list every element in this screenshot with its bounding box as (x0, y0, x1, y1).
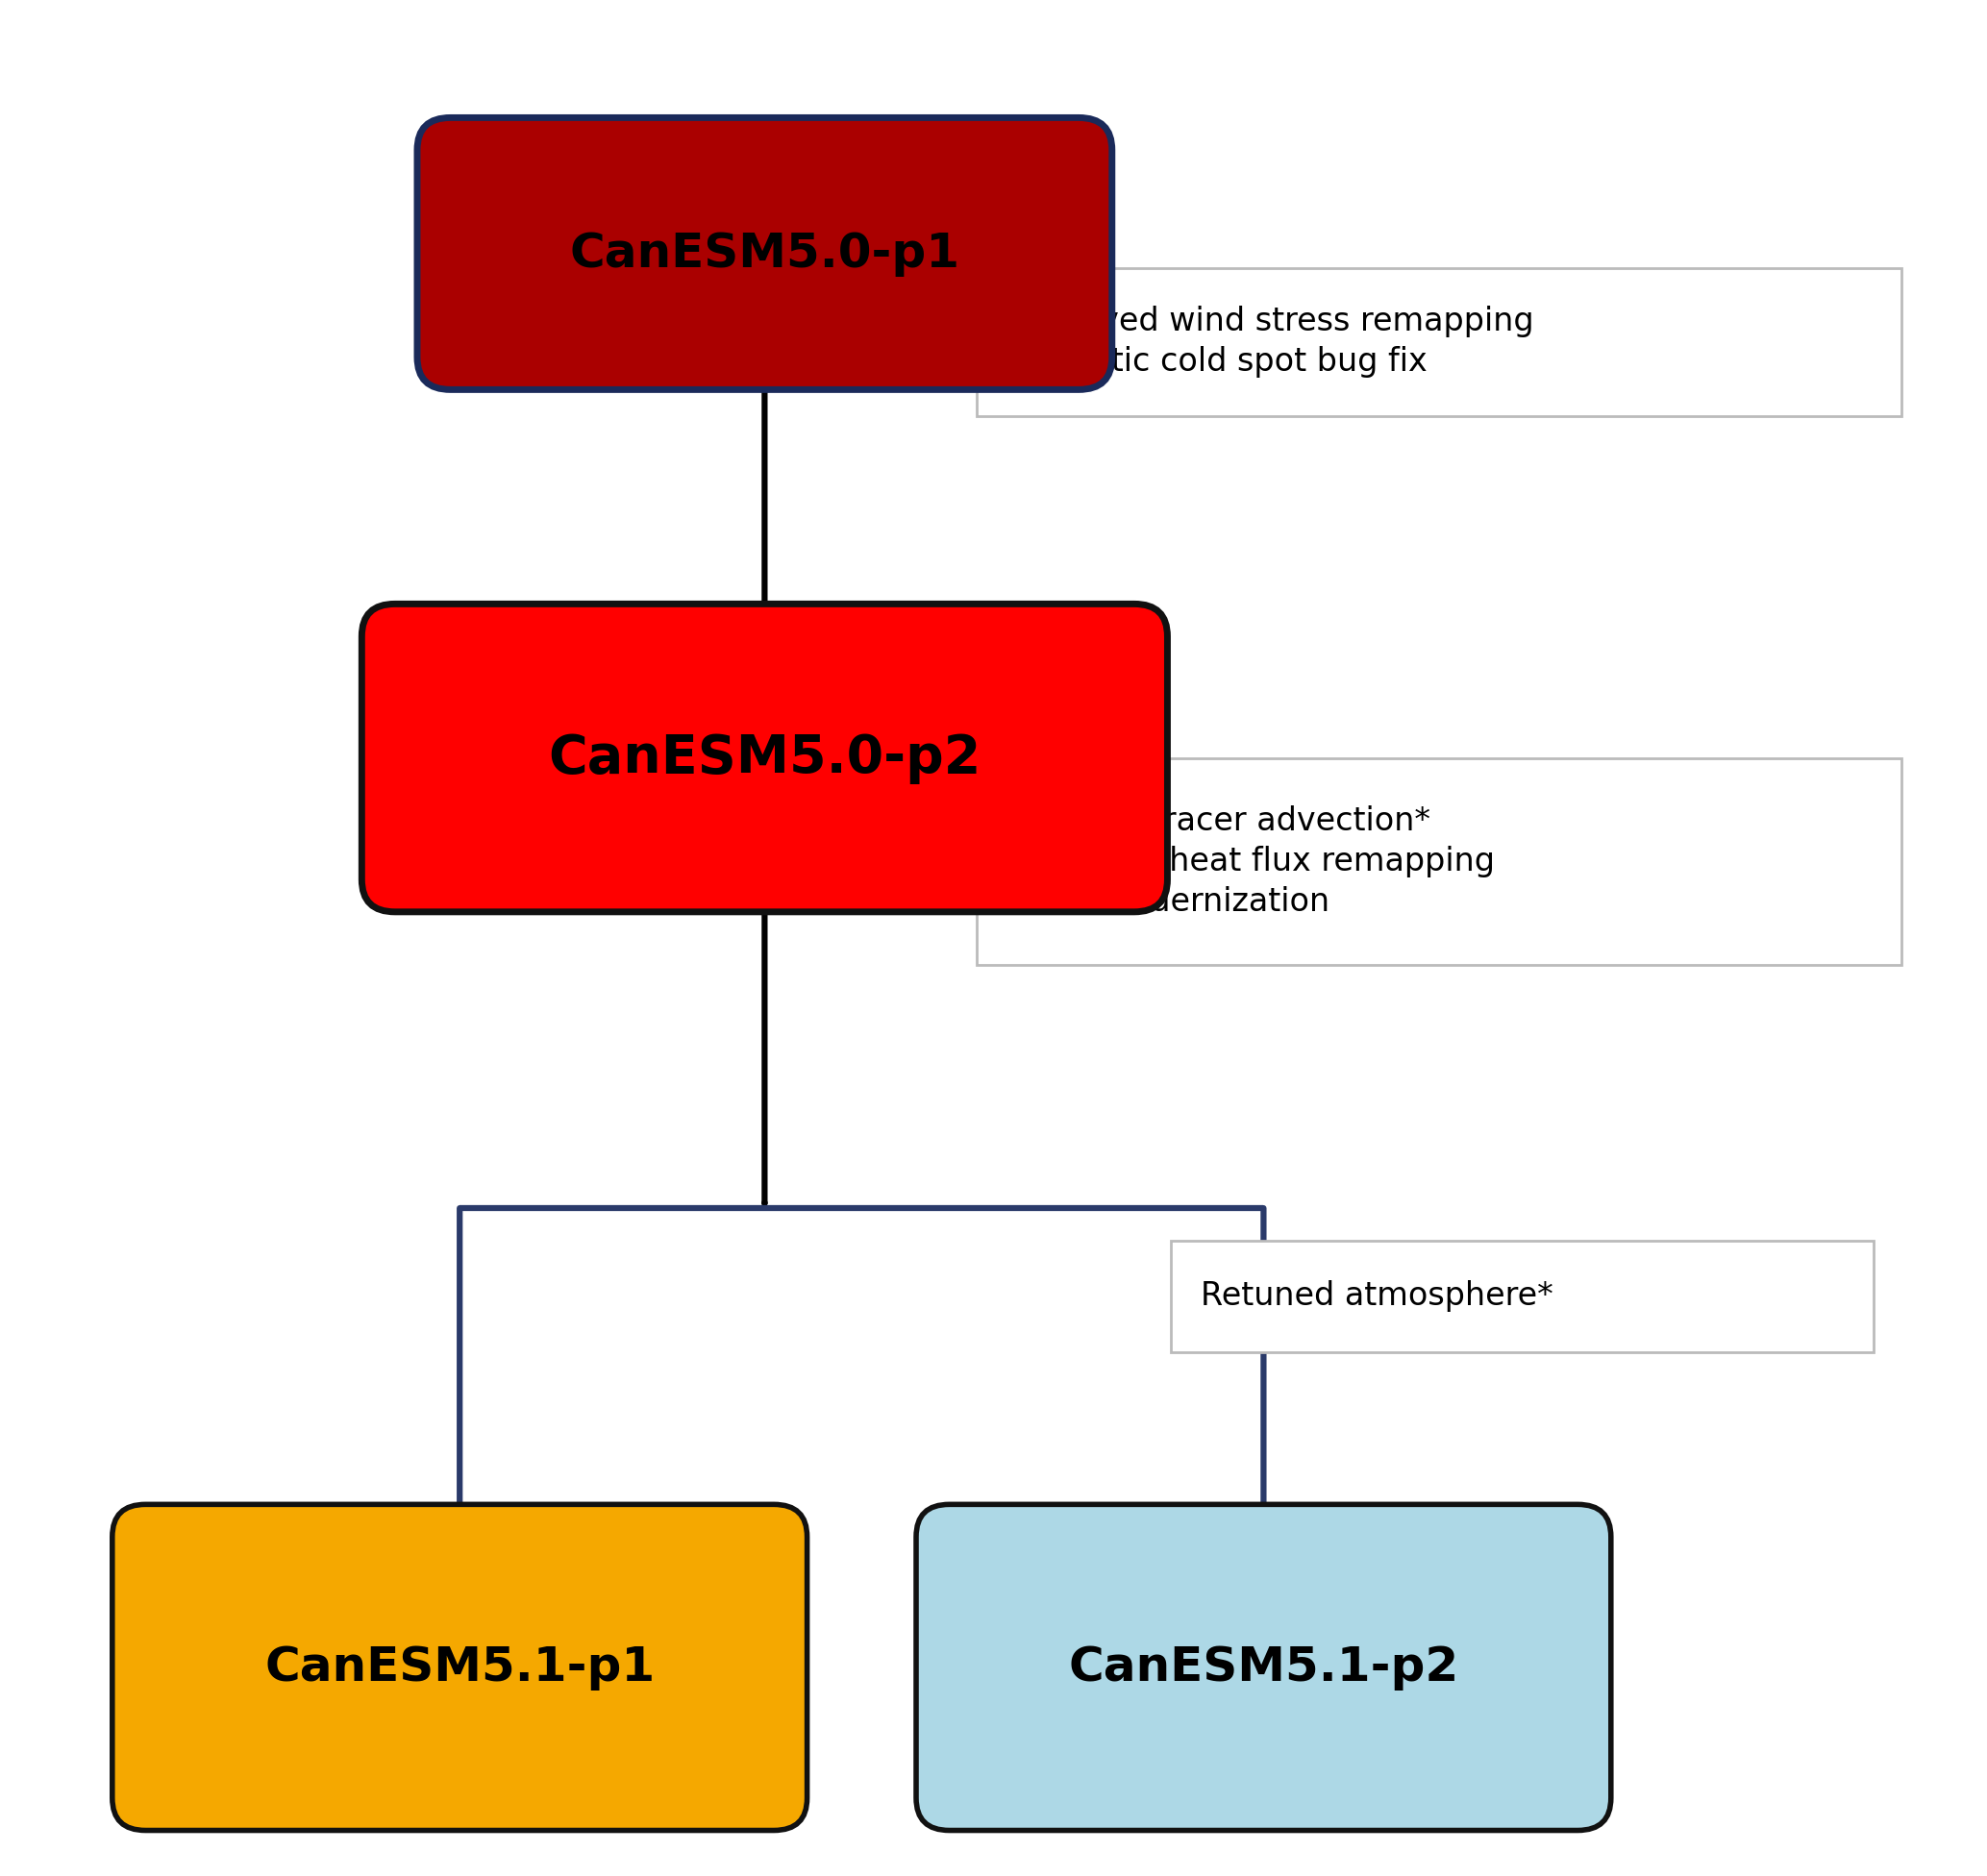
Text: CanESM5.1-p1: CanESM5.1-p1 (264, 1645, 656, 1690)
Text: CanESM5.0-p2: CanESM5.0-p2 (548, 732, 982, 784)
FancyBboxPatch shape (1170, 1240, 1874, 1353)
FancyBboxPatch shape (113, 1505, 807, 1831)
FancyBboxPatch shape (916, 1505, 1611, 1831)
FancyBboxPatch shape (362, 604, 1168, 912)
FancyBboxPatch shape (978, 268, 1902, 416)
Text: Retuned tracer advection*
Improved heat flux remapping
Code modernization: Retuned tracer advection* Improved heat … (1007, 805, 1494, 917)
Text: Retuned atmosphere*: Retuned atmosphere* (1200, 1281, 1554, 1311)
Text: CanESM5.0-p1: CanESM5.0-p1 (570, 231, 960, 276)
Text: Improved wind stress remapping
Antarctic cold spot bug fix: Improved wind stress remapping Antarctic… (1007, 306, 1534, 377)
FancyBboxPatch shape (417, 118, 1113, 390)
FancyBboxPatch shape (978, 758, 1902, 964)
Text: CanESM5.1-p2: CanESM5.1-p2 (1069, 1645, 1458, 1690)
